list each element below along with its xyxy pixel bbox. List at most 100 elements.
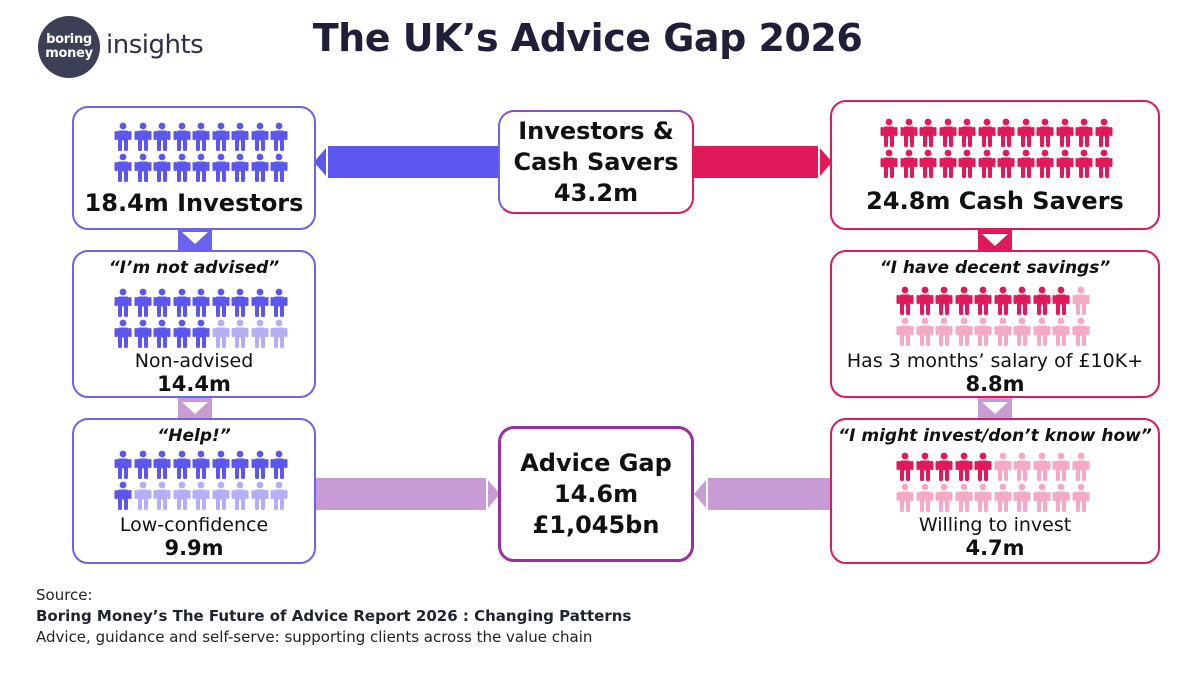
decent-savings-person-icon xyxy=(1072,286,1090,316)
decent-savings-person-icon xyxy=(994,317,1012,347)
low-confidence-person-icon xyxy=(192,450,210,480)
non-advised-person-icon xyxy=(173,319,191,349)
non-advised-box: “I’m not advised” Non-advised 14.4m xyxy=(72,250,316,398)
low-confidence-value: 9.9m xyxy=(164,536,224,560)
willing-person-icon xyxy=(1033,483,1051,513)
non-advised-person-icon xyxy=(231,288,249,318)
investors-person-icon xyxy=(251,122,269,152)
non-advised-person-icon xyxy=(114,288,132,318)
low-confidence-person-icon xyxy=(270,450,288,480)
non-advised-person-icon xyxy=(173,288,191,318)
connector-willing-gap xyxy=(694,478,832,510)
logo-badge: boring money xyxy=(38,16,100,78)
low-confidence-person-icon xyxy=(173,481,191,511)
down-arrow-non-advised xyxy=(178,398,212,420)
decent-savings-person-icon xyxy=(974,317,992,347)
page-title: The UK’s Advice Gap 2026 xyxy=(312,16,863,60)
decent-savings-box: “I have decent savings” Has 3 months’ sa… xyxy=(830,250,1160,398)
cash-savers-person-icon xyxy=(978,118,996,148)
investors-person-icon xyxy=(134,153,152,183)
cash-savers-label: 24.8m Cash Savers xyxy=(866,187,1124,215)
low-confidence-person-icon xyxy=(134,481,152,511)
cash-savers-person-icon xyxy=(1056,149,1074,179)
non-advised-person-icon xyxy=(270,319,288,349)
decent-savings-person-icon xyxy=(1052,286,1070,316)
cash-savers-person-icon xyxy=(1056,118,1074,148)
willing-person-icon xyxy=(974,452,992,482)
willing-person-icon xyxy=(955,452,973,482)
low-confidence-person-icon xyxy=(134,450,152,480)
willing-person-icon xyxy=(916,483,934,513)
non-advised-person-icon xyxy=(134,288,152,318)
willing-person-icon xyxy=(1052,483,1070,513)
investors-label: 18.4m Investors xyxy=(84,189,304,217)
investors-person-icon xyxy=(114,153,132,183)
cash-savers-person-icon xyxy=(1095,118,1113,148)
investors-person-icon xyxy=(192,122,210,152)
cash-savers-person-icon xyxy=(978,149,996,179)
down-arrow-investors xyxy=(178,228,212,250)
investors-person-icon xyxy=(251,153,269,183)
cash-savers-person-icon xyxy=(880,149,898,179)
non-advised-value: 14.4m xyxy=(157,372,231,396)
cash-savers-person-icon xyxy=(997,118,1015,148)
connector-cash-savers xyxy=(694,146,832,178)
cash-savers-person-icon xyxy=(900,149,918,179)
down-arrow-cash-savers xyxy=(978,230,1012,252)
decent-savings-person-icon xyxy=(896,317,914,347)
willing-label: Willing to invest xyxy=(918,514,1072,536)
decent-savings-person-icon xyxy=(1033,286,1051,316)
low-confidence-label: Low-confidence xyxy=(119,514,269,536)
cash-savers-person-icon xyxy=(939,149,957,179)
low-confidence-person-icon xyxy=(212,481,230,511)
advice-gap-box: Advice Gap 14.6m £1,045bn xyxy=(498,426,694,562)
cash-savers-person-icon xyxy=(1036,149,1054,179)
willing-person-icon xyxy=(974,483,992,513)
investors-person-icon xyxy=(231,122,249,152)
cash-savers-person-icon xyxy=(939,118,957,148)
non-advised-person-icon xyxy=(134,319,152,349)
investors-person-icon xyxy=(173,153,191,183)
non-advised-person-icon xyxy=(251,288,269,318)
willing-person-icon xyxy=(1033,452,1051,482)
decent-savings-person-icon xyxy=(935,317,953,347)
non-advised-person-icon xyxy=(153,319,171,349)
total-line-1: Investors & xyxy=(518,116,674,145)
low-confidence-person-icon xyxy=(153,450,171,480)
non-advised-person-icon xyxy=(270,288,288,318)
cash-savers-person-icon xyxy=(958,149,976,179)
decent-savings-person-icon xyxy=(1072,317,1090,347)
low-confidence-person-icon xyxy=(192,481,210,511)
non-advised-person-icon xyxy=(212,288,230,318)
non-advised-person-icon xyxy=(114,319,132,349)
willing-person-icon xyxy=(994,452,1012,482)
source-report: Boring Money’s The Future of Advice Repo… xyxy=(36,607,632,625)
decent-savings-quote: “I have decent savings” xyxy=(879,258,1111,278)
willing-person-icon xyxy=(1072,483,1090,513)
non-advised-quote: “I’m not advised” xyxy=(108,258,280,278)
willing-person-icon xyxy=(1013,483,1031,513)
investors-person-icon xyxy=(173,122,191,152)
low-confidence-person-icon xyxy=(251,481,269,511)
advice-gap-assets: £1,045bn xyxy=(532,510,660,539)
decent-savings-person-icon xyxy=(935,286,953,316)
investors-person-icon xyxy=(212,153,230,183)
total-line-2: Cash Savers xyxy=(513,147,679,176)
source-subtitle: Advice, guidance and self-serve: support… xyxy=(36,628,593,646)
investors-person-icon xyxy=(134,122,152,152)
low-confidence-person-icon xyxy=(212,450,230,480)
investors-person-icon xyxy=(153,122,171,152)
decent-savings-person-icon xyxy=(955,286,973,316)
willing-person-icon xyxy=(935,452,953,482)
logo-word: insights xyxy=(106,30,204,60)
cash-savers-person-icon xyxy=(997,149,1015,179)
investors-person-icon xyxy=(192,153,210,183)
cash-savers-person-icon xyxy=(919,118,937,148)
decent-savings-label: Has 3 months’ salary of £10K+ xyxy=(846,350,1144,372)
cash-savers-person-icon xyxy=(958,118,976,148)
source-prefix: Source: xyxy=(36,586,93,604)
non-advised-person-icon xyxy=(192,319,210,349)
decent-savings-person-icon xyxy=(1033,317,1051,347)
low-confidence-person-icon xyxy=(231,481,249,511)
cash-savers-person-icon xyxy=(1036,118,1054,148)
